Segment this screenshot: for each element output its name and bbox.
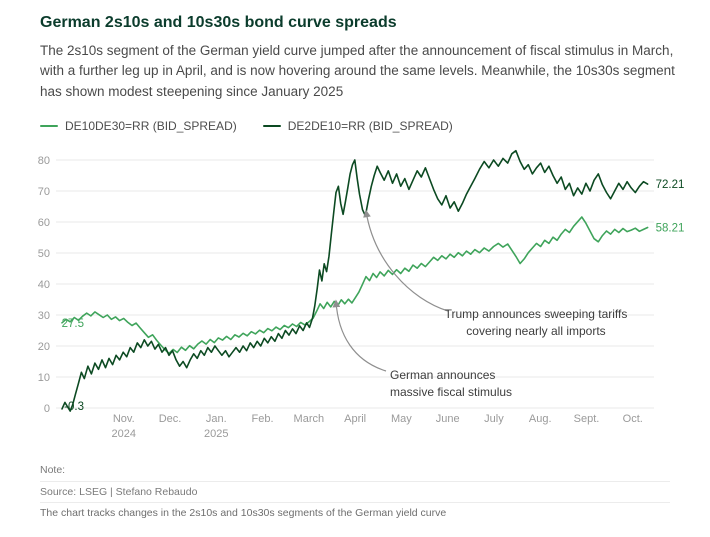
footer-divider	[40, 481, 670, 482]
x-axis-label: April	[344, 413, 366, 425]
x-axis-label: Nov.	[113, 413, 135, 425]
y-axis-label: 60	[38, 217, 50, 229]
chart-canvas: 0 10 20 30 40 50 60 70 80 Nov. 2024 Dec. Jan. 2025 Feb…	[38, 149, 685, 440]
legend-swatch	[262, 124, 281, 128]
series-end-value: 58.21	[656, 223, 685, 235]
legend-swatch	[40, 124, 58, 128]
legend-label: DE2DE10=RR (BID_SPREAD)	[287, 119, 453, 133]
source-line: Source: LSEG | Stefano Rebaudo	[40, 486, 198, 498]
series-line	[61, 149, 649, 412]
x-axis-label: July	[484, 413, 504, 425]
page-title: German 2s10s and 10s30s bond curve sprea…	[40, 14, 397, 31]
y-axis-label: 50	[38, 248, 50, 260]
x-axis-sublabel: 2024	[111, 428, 135, 440]
x-axis-label: Sept.	[574, 413, 600, 425]
x-axis-label: Oct.	[623, 413, 643, 425]
x-axis-sublabel: 2025	[204, 428, 228, 440]
chart-legend: DE10DE30=RR (BID_SPREAD) DE2DE10=RR (BID…	[40, 119, 453, 133]
y-axis-label: 0	[44, 403, 50, 415]
series-start-value: 27.5	[62, 318, 84, 330]
x-axis-label: June	[436, 413, 460, 425]
legend-label: DE10DE30=RR (BID_SPREAD)	[65, 119, 237, 133]
y-axis-label: 30	[38, 310, 50, 322]
y-axis-label: 80	[38, 155, 50, 167]
annotation-line: German announces	[390, 368, 496, 382]
annotation-stimulus: German announces massive fiscal stimulus	[390, 367, 560, 402]
annotation-line: covering nearly all imports	[466, 324, 606, 339]
annotation-tariffs: Trump announces sweeping tariffs coverin…	[430, 306, 642, 341]
chart-caption: The chart tracks changes in the 2s10s an…	[40, 507, 447, 519]
y-axis-label: 20	[38, 341, 50, 353]
series-line	[61, 216, 649, 355]
note-label: Note:	[40, 464, 66, 476]
y-axis-label: 70	[38, 186, 50, 198]
legend-item-de10de30: DE10DE30=RR (BID_SPREAD)	[40, 119, 237, 133]
y-axis-label: 10	[38, 372, 50, 384]
x-axis-label: Feb.	[252, 413, 274, 425]
series-start-value: -0.3	[64, 401, 84, 413]
y-axis-label: 40	[38, 279, 50, 291]
x-axis-label: Aug.	[529, 413, 552, 425]
footer-divider	[40, 502, 670, 503]
legend-item-de2de10: DE2DE10=RR (BID_SPREAD)	[262, 119, 453, 133]
annotation-arrow-tariffs	[363, 209, 449, 312]
line-chart: 0 10 20 30 40 50 60 70 80 Nov. 2024 Dec. Jan. 2025 Feb…	[0, 145, 710, 450]
x-axis-label: May	[391, 413, 412, 425]
series-end-value: 72.21	[656, 179, 685, 191]
x-axis-label: Dec.	[159, 413, 182, 425]
annotation-line: massive fiscal stimulus	[390, 385, 513, 400]
chart-subtitle: The 2s10s segment of the German yield cu…	[40, 43, 675, 99]
annotation-arrow-stimulus	[332, 299, 387, 372]
annotation-line: Trump announces sweeping tariffs	[444, 307, 628, 321]
x-axis-label: Jan.	[206, 413, 227, 425]
x-axis-label: March	[294, 413, 325, 425]
